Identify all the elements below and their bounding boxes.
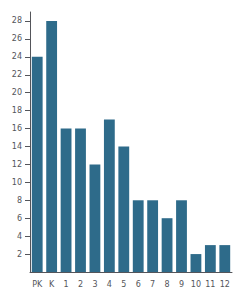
svg-text:24: 24: [12, 52, 22, 61]
svg-text:20: 20: [12, 88, 22, 97]
svg-text:2: 2: [17, 250, 22, 259]
svg-text:6: 6: [136, 280, 141, 289]
svg-text:9: 9: [179, 280, 184, 289]
svg-text:5: 5: [121, 280, 126, 289]
svg-text:8: 8: [17, 196, 22, 205]
svg-text:3: 3: [92, 280, 97, 289]
svg-text:22: 22: [12, 70, 22, 79]
svg-text:6: 6: [17, 214, 22, 223]
svg-text:10: 10: [12, 178, 22, 187]
svg-text:10: 10: [191, 280, 201, 289]
svg-text:18: 18: [12, 106, 22, 115]
svg-text:1: 1: [64, 280, 69, 289]
svg-text:4: 4: [17, 232, 22, 241]
svg-text:11: 11: [205, 280, 215, 289]
svg-text:7: 7: [150, 280, 155, 289]
svg-text:2: 2: [78, 280, 83, 289]
svg-text:14: 14: [12, 142, 22, 151]
svg-text:K: K: [49, 280, 55, 289]
svg-text:PK: PK: [32, 280, 43, 289]
svg-text:28: 28: [12, 16, 22, 25]
svg-text:26: 26: [12, 34, 22, 43]
svg-text:12: 12: [12, 160, 22, 169]
svg-text:8: 8: [165, 280, 170, 289]
svg-text:4: 4: [107, 280, 112, 289]
svg-text:12: 12: [220, 280, 230, 289]
svg-text:16: 16: [12, 124, 22, 133]
